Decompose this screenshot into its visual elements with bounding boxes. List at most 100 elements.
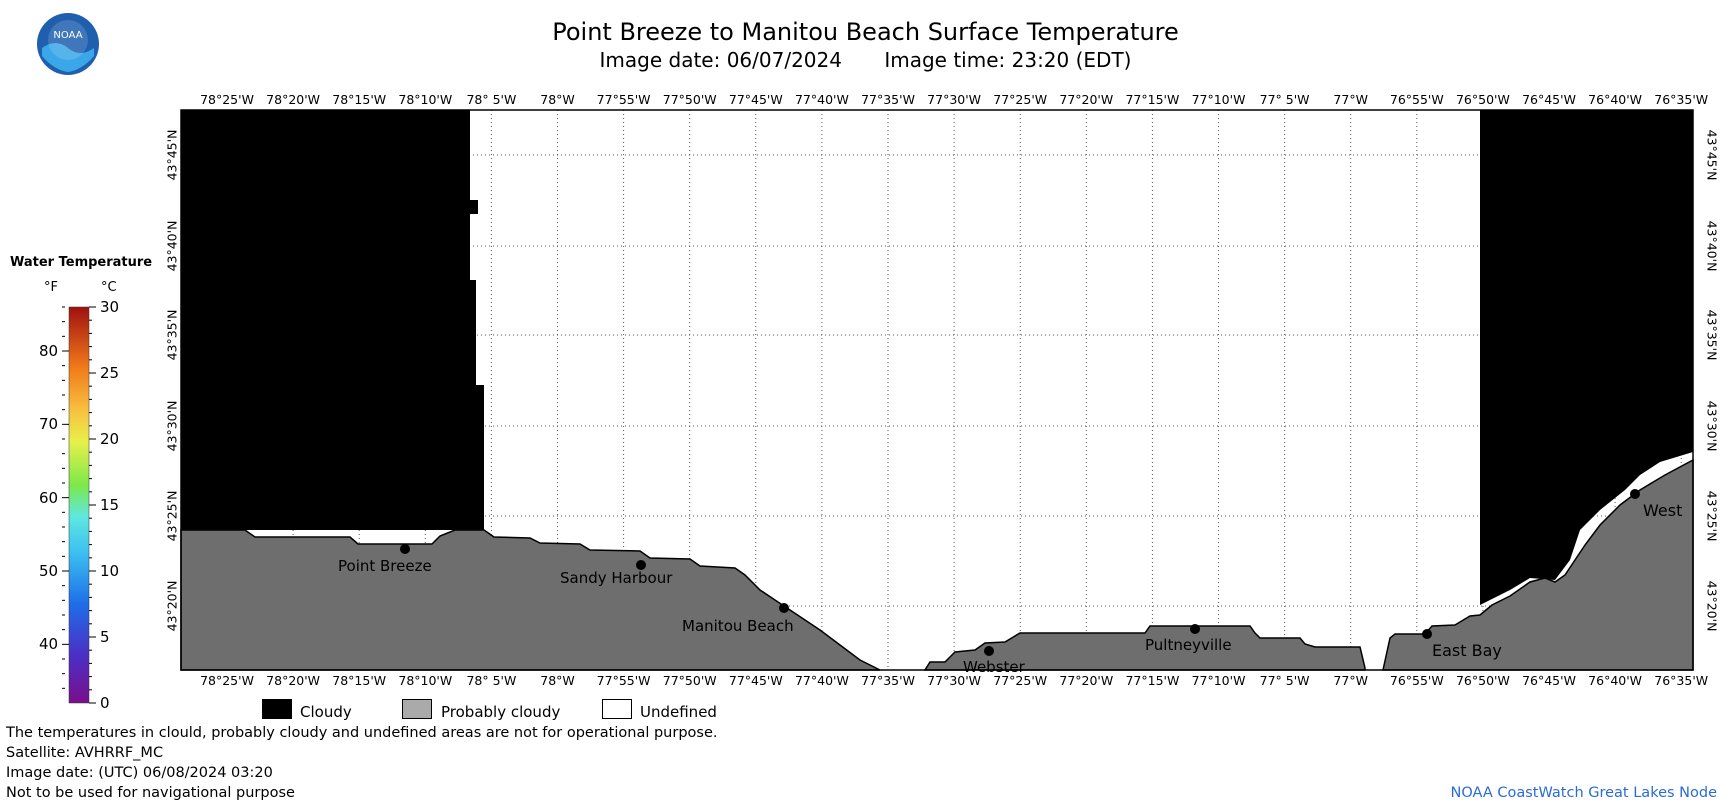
latitude-label-left: 43°30'N [164,400,180,452]
celsius-tick-label: 15 [100,496,120,514]
map-title: Point Breeze to Manitou Beach Surface Te… [552,18,1179,46]
cloud-region-west [181,110,484,530]
temperature-colorbar [68,306,90,704]
longitude-label-top: 77°W [1333,92,1368,107]
key-undefined-swatch [602,699,632,719]
key-probably-cloudy-label: Probably cloudy [441,703,561,721]
noaa-credit-link[interactable]: NOAA CoastWatch Great Lakes Node [1450,785,1717,801]
longitude-label-bottom: 77°10'W [1191,673,1246,688]
latitude-label-right: 43°25'N [1704,490,1720,542]
celsius-tick-label: 5 [100,628,110,646]
place-marker-west [1630,489,1640,499]
legend-unit-f: °F [44,280,58,295]
footer-navigation: Not to be used for navigational purpose [6,785,295,801]
longitude-label-bottom: 78°15'W [332,673,387,688]
longitude-label-top: 76°50'W [1455,92,1510,107]
key-probably-cloudy-swatch [402,699,432,719]
footer-utc-date: Image date: (UTC) 06/08/2024 03:20 [6,765,273,781]
longitude-label-bottom: 76°40'W [1588,673,1643,688]
longitude-label-top: 77°40'W [794,92,849,107]
place-marker-pultneyville [1190,624,1200,634]
place-label-west: West [1643,501,1682,520]
longitude-label-bottom: 76°55'W [1389,673,1444,688]
latitude-label-right: 43°40'N [1704,220,1720,272]
key-cloudy-swatch [262,699,292,719]
longitude-label-bottom: 76°35'W [1654,673,1709,688]
place-marker-east-bay [1422,629,1432,639]
place-label-pultneyville: Pultneyville [1145,636,1232,654]
place-marker-sandy-harbour [636,560,646,570]
longitude-label-bottom: 77°20'W [1059,673,1114,688]
latitude-label-left: 43°25'N [164,490,180,542]
image-date-label: Image date: 06/07/2024 [599,48,842,72]
celsius-tick-label: 10 [100,562,120,580]
longitude-label-bottom: 77°30'W [927,673,982,688]
longitude-label-top: 77°35'W [861,92,915,107]
longitude-label-top: 78°W [540,92,575,107]
longitude-label-top: 78° 5'W [466,92,517,107]
latitude-label-right: 43°20'N [1704,580,1720,632]
image-time-label: Image time: 23:20 (EDT) [884,48,1132,72]
legend-title: Water Temperature [10,255,153,270]
places-layer: Point Breeze Sandy Harbour Manitou Beach… [338,489,1682,676]
longitude-label-top: 77° 5'W [1259,92,1310,107]
latitude-label-right: 43°35'N [1704,309,1720,361]
place-label-webster: Webster [963,658,1026,676]
celsius-tick-label: 25 [100,364,120,382]
longitude-label-bottom: 76°45'W [1522,673,1576,688]
key-undefined-label: Undefined [640,703,717,721]
place-marker-webster [984,646,994,656]
place-label-sandy-harbour: Sandy Harbour [560,569,673,587]
longitude-label-top: 78°20'W [266,92,321,107]
noaa-logo: NOAA [36,12,100,76]
logo-text: NOAA [53,30,82,41]
place-label-point-breeze: Point Breeze [338,557,432,575]
legend-unit-c: °C [101,280,117,295]
longitude-label-bottom: 77°45'W [728,673,783,688]
longitude-label-top: 76°55'W [1389,92,1444,107]
map-frame [180,109,1694,671]
latitude-label-left: 43°20'N [164,580,180,632]
longitude-label-bottom: 78°W [540,673,575,688]
longitude-label-bottom: 77°W [1333,673,1368,688]
land-west [180,529,881,671]
place-label-east-bay: East Bay [1432,641,1502,660]
longitude-label-top: 76°45'W [1522,92,1576,107]
fahrenheit-tick-label: 80 [39,342,59,360]
longitude-label-top: 77°50'W [662,92,717,107]
longitude-label-bottom: 77°40'W [794,673,849,688]
longitude-label-top: 78°25'W [200,92,254,107]
longitude-label-bottom: 77° 5'W [1259,673,1310,688]
longitude-label-top: 78°15'W [332,92,387,107]
longitude-label-top: 77°15'W [1125,92,1180,107]
longitude-label-top: 77°55'W [596,92,651,107]
longitude-label-top: 76°40'W [1588,92,1643,107]
longitude-label-bottom: 78°10'W [398,673,453,688]
longitude-label-top: 78°10'W [398,92,453,107]
longitude-label-bottom: 76°50'W [1455,673,1510,688]
longitude-label-bottom: 77°50'W [662,673,717,688]
longitude-label-bottom: 78°20'W [266,673,321,688]
fahrenheit-tick-label: 40 [39,635,59,654]
fahrenheit-tick-label: 70 [39,415,59,434]
celsius-tick-label: 30 [100,298,120,316]
longitude-label-top: 77°30'W [927,92,982,107]
place-label-manitou-beach: Manitou Beach [682,617,794,635]
land-center [923,625,1366,671]
place-marker-manitou-beach [779,603,789,613]
key-cloudy-label: Cloudy [300,703,352,721]
fahrenheit-tick-label: 50 [39,562,59,580]
footer-satellite: Satellite: AVHRRF_MC [6,745,164,761]
cloud-region-east [1480,110,1693,605]
longitude-label-bottom: 78° 5'W [466,673,517,688]
longitude-label-bottom: 77°35'W [861,673,915,688]
map-subtitle: Image date: 06/07/2024 Image time: 23:20… [0,48,1731,72]
latitude-label-right: 43°45'N [1704,129,1720,181]
latitude-label-left: 43°40'N [164,220,180,272]
longitude-label-top: 77°45'W [728,92,783,107]
colorbar-ticks [62,306,96,704]
celsius-tick-label: 20 [100,430,120,448]
longitude-label-bottom: 77°15'W [1125,673,1180,688]
footer-disclaimer: The temperatures in clould, probably clo… [6,725,718,741]
